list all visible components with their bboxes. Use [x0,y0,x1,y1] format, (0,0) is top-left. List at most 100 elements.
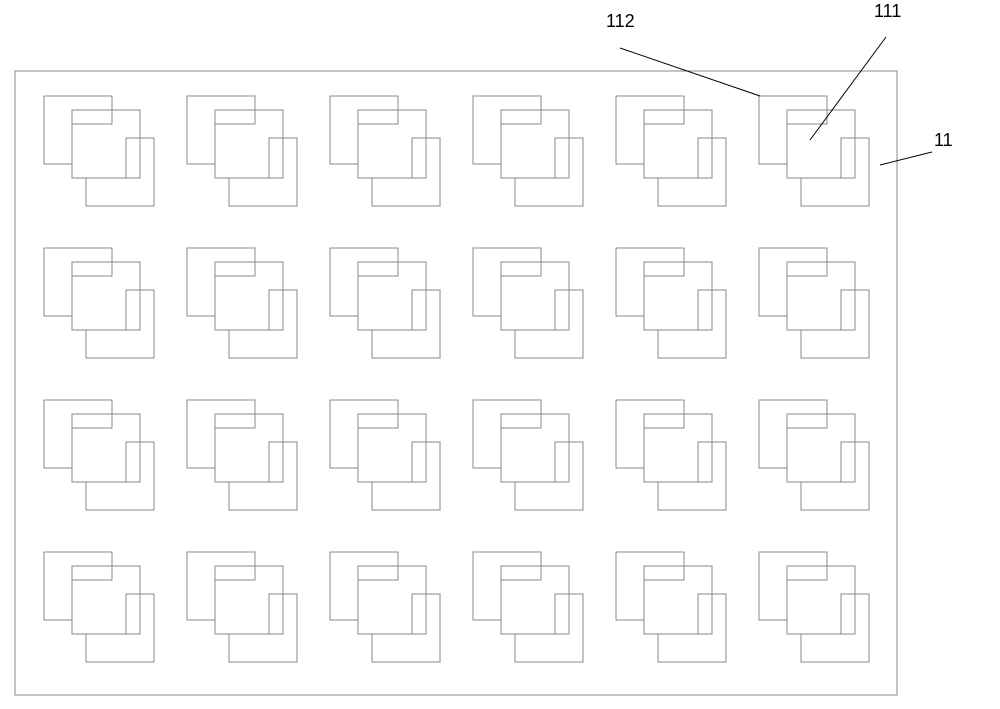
pattern-cell [44,400,154,510]
inner-square [215,414,283,482]
inner-square [501,414,569,482]
pattern-cell [187,248,297,358]
leader-line-111 [810,37,886,140]
bracket-top-left [330,552,398,620]
bracket-bottom-right [515,138,583,206]
bracket-top-left [473,96,541,164]
inner-square [787,566,855,634]
pattern-cell [44,96,154,206]
bracket-top-left [473,248,541,316]
pattern-cell [616,400,726,510]
bracket-bottom-right [229,594,297,662]
pattern-cell [44,248,154,358]
label-11: 11 [934,130,953,150]
bracket-bottom-right [372,138,440,206]
bracket-top-left [187,400,255,468]
bracket-top-left [759,248,827,316]
inner-square [215,566,283,634]
bracket-bottom-right [801,138,869,206]
label-111: 111 [874,1,901,21]
bracket-bottom-right [801,442,869,510]
bracket-top-left [330,248,398,316]
pattern-cell [759,400,869,510]
bracket-top-left [44,248,112,316]
diagram-root: 11211111 [0,0,1000,709]
label-112: 112 [606,11,635,31]
inner-square [215,262,283,330]
inner-square [787,110,855,178]
bracket-top-left [759,552,827,620]
bracket-top-left [330,96,398,164]
bracket-top-left [187,248,255,316]
bracket-bottom-right [658,138,726,206]
inner-square [72,566,140,634]
diagram-canvas: 11211111 [0,0,1000,709]
inner-square [358,566,426,634]
pattern-cell [330,552,440,662]
inner-square [501,262,569,330]
bracket-top-left [44,400,112,468]
pattern-cell [187,552,297,662]
bracket-bottom-right [658,290,726,358]
bracket-top-left [616,96,684,164]
bracket-top-left [616,400,684,468]
bracket-bottom-right [86,442,154,510]
leader-line-112 [620,48,760,96]
bracket-top-left [473,552,541,620]
pattern-cell [759,248,869,358]
inner-square [644,566,712,634]
bracket-bottom-right [801,594,869,662]
inner-square [501,110,569,178]
pattern-cell [473,96,583,206]
inner-square [644,414,712,482]
inner-square [501,566,569,634]
leader-line-11 [880,152,932,165]
bracket-bottom-right [372,290,440,358]
inner-square [644,262,712,330]
inner-square [72,110,140,178]
bracket-top-left [187,552,255,620]
inner-square [358,110,426,178]
pattern-cell [759,96,869,206]
bracket-top-left [759,400,827,468]
inner-square [787,262,855,330]
pattern-cell [473,248,583,358]
pattern-cell [187,96,297,206]
bracket-bottom-right [86,290,154,358]
pattern-cell [187,400,297,510]
bracket-bottom-right [372,442,440,510]
inner-square [787,414,855,482]
inner-square [72,262,140,330]
inner-square [215,110,283,178]
pattern-cell [616,248,726,358]
bracket-bottom-right [515,442,583,510]
bracket-bottom-right [86,594,154,662]
pattern-cell [330,248,440,358]
inner-square [358,262,426,330]
bracket-bottom-right [658,594,726,662]
bracket-top-left [473,400,541,468]
pattern-cell [759,552,869,662]
bracket-bottom-right [229,138,297,206]
pattern-cell [616,552,726,662]
bracket-bottom-right [515,290,583,358]
outer-frame [15,71,897,695]
bracket-top-left [616,248,684,316]
bracket-bottom-right [658,442,726,510]
bracket-bottom-right [86,138,154,206]
bracket-top-left [616,552,684,620]
inner-square [72,414,140,482]
bracket-top-left [44,96,112,164]
pattern-cell [44,552,154,662]
pattern-cell [473,552,583,662]
bracket-bottom-right [372,594,440,662]
bracket-bottom-right [515,594,583,662]
bracket-bottom-right [801,290,869,358]
pattern-cell [330,96,440,206]
pattern-cell [330,400,440,510]
inner-square [358,414,426,482]
inner-square [644,110,712,178]
bracket-top-left [330,400,398,468]
bracket-top-left [187,96,255,164]
bracket-bottom-right [229,290,297,358]
